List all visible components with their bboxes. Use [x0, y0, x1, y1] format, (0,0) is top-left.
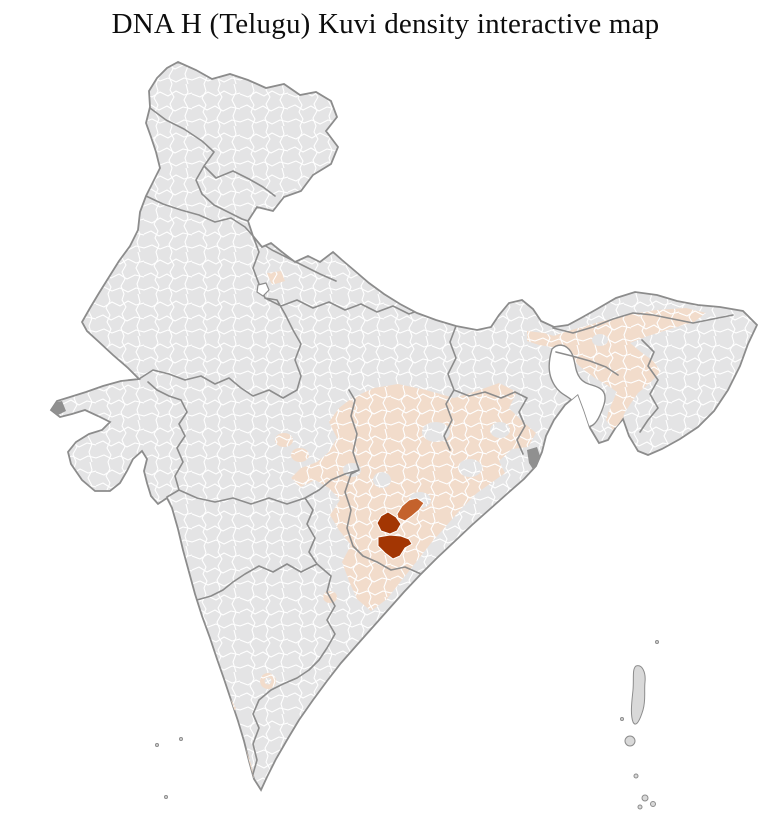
- andaman-islet-1: [633, 773, 639, 779]
- andaman-islet-3: [620, 717, 624, 721]
- nicobar-islet-2: [650, 801, 656, 807]
- region-north-bengal-low-density[interactable]: [527, 331, 564, 348]
- district-highest-density[interactable]: [376, 511, 413, 560]
- lakshadweep-islet-2: [179, 737, 183, 741]
- island-districts[interactable]: [155, 640, 659, 810]
- nicobar-islet-3: [637, 804, 643, 810]
- district-delhi[interactable]: [256, 282, 270, 297]
- lakshadweep-islet-3: [164, 795, 168, 799]
- bangladesh-notch: [548, 344, 606, 428]
- page-title: DNA H (Telugu) Kuvi density interactive …: [111, 8, 660, 40]
- no-data-pockets: [264, 334, 608, 685]
- lakshadweep-islet-1: [155, 743, 159, 747]
- nicobar-islet-1: [641, 794, 649, 802]
- andaman-island-small: [624, 735, 636, 747]
- region-vidarbha-low-density[interactable]: [275, 433, 293, 447]
- state-boundaries: [138, 107, 734, 775]
- region-tripura-low-density[interactable]: [607, 406, 624, 428]
- andaman-main-island: [630, 665, 646, 725]
- district-high-density[interactable]: [396, 497, 425, 522]
- andaman-islet-2: [655, 640, 659, 644]
- region-delhi-area-low-density[interactable]: [267, 271, 285, 285]
- region-nagpur-low-density[interactable]: [291, 448, 309, 462]
- region-assam-valley-low-density[interactable]: [548, 308, 706, 430]
